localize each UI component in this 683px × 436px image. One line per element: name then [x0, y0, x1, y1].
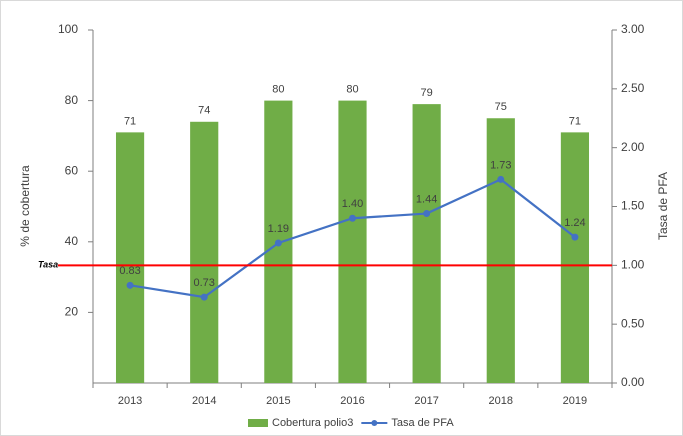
- x-tick-label: 2014: [192, 395, 216, 407]
- bar: [560, 132, 590, 383]
- line-value-label: 1.40: [342, 198, 363, 210]
- line-value-label: 1.24: [564, 217, 585, 229]
- y2-tick-label: 0.50: [621, 316, 645, 330]
- y-tick-label: 60: [65, 163, 79, 177]
- bar: [486, 118, 515, 383]
- line-value-label: 0.83: [119, 265, 140, 277]
- line-marker: [497, 175, 505, 183]
- legend-swatch: [248, 419, 268, 427]
- legend-label: Tasa de PFA: [391, 417, 454, 429]
- x-tick-label: 2015: [266, 395, 290, 407]
- bar-value-label: 75: [495, 101, 507, 113]
- line-marker: [423, 210, 431, 218]
- line-marker: [571, 233, 579, 241]
- bar: [338, 100, 367, 383]
- x-tick-label: 2018: [489, 395, 513, 407]
- legend-label: Cobertura polio3: [272, 417, 353, 429]
- line-value-label: 1.73: [490, 159, 511, 171]
- bar: [190, 121, 219, 383]
- bar-value-label: 71: [124, 115, 136, 127]
- legend-swatch-marker: [371, 420, 378, 426]
- bar: [115, 132, 145, 383]
- y2-tick-label: 1.50: [621, 199, 645, 213]
- y2-tick-label: 1.00: [621, 258, 645, 272]
- bar-value-label: 71: [569, 115, 581, 127]
- bar-value-label: 80: [272, 84, 284, 96]
- x-tick-label: 2019: [563, 395, 587, 407]
- y-tick-label: 40: [65, 234, 79, 248]
- x-tick-label: 2017: [414, 395, 438, 407]
- y2-tick-label: 0.00: [621, 375, 645, 389]
- line-value-label: 1.19: [268, 223, 289, 235]
- bar-value-label: 79: [421, 87, 433, 99]
- reference-label: Tasa: [38, 260, 58, 270]
- y2-tick-label: 2.00: [621, 140, 645, 154]
- line-value-label: 1.44: [416, 193, 437, 205]
- y2-axis-title: Tasa de PFA: [656, 172, 670, 240]
- bar-value-label: 74: [198, 105, 210, 117]
- y-tick-label: 20: [65, 305, 79, 319]
- line-marker: [126, 281, 134, 289]
- y2-tick-label: 2.50: [621, 81, 645, 95]
- line-marker: [349, 214, 356, 222]
- bar: [412, 104, 441, 383]
- bar-value-label: 80: [346, 84, 358, 96]
- y2-tick-label: 3.00: [621, 22, 645, 36]
- x-tick-label: 2016: [340, 395, 364, 407]
- y-axis-title: % de cobertura: [18, 165, 32, 247]
- y-tick-label: 80: [65, 93, 79, 107]
- line-marker: [274, 239, 282, 247]
- line-marker: [200, 293, 208, 301]
- x-tick-label: 2013: [118, 395, 142, 407]
- line-value-label: 0.73: [194, 277, 215, 289]
- y-tick-label: 100: [58, 22, 78, 36]
